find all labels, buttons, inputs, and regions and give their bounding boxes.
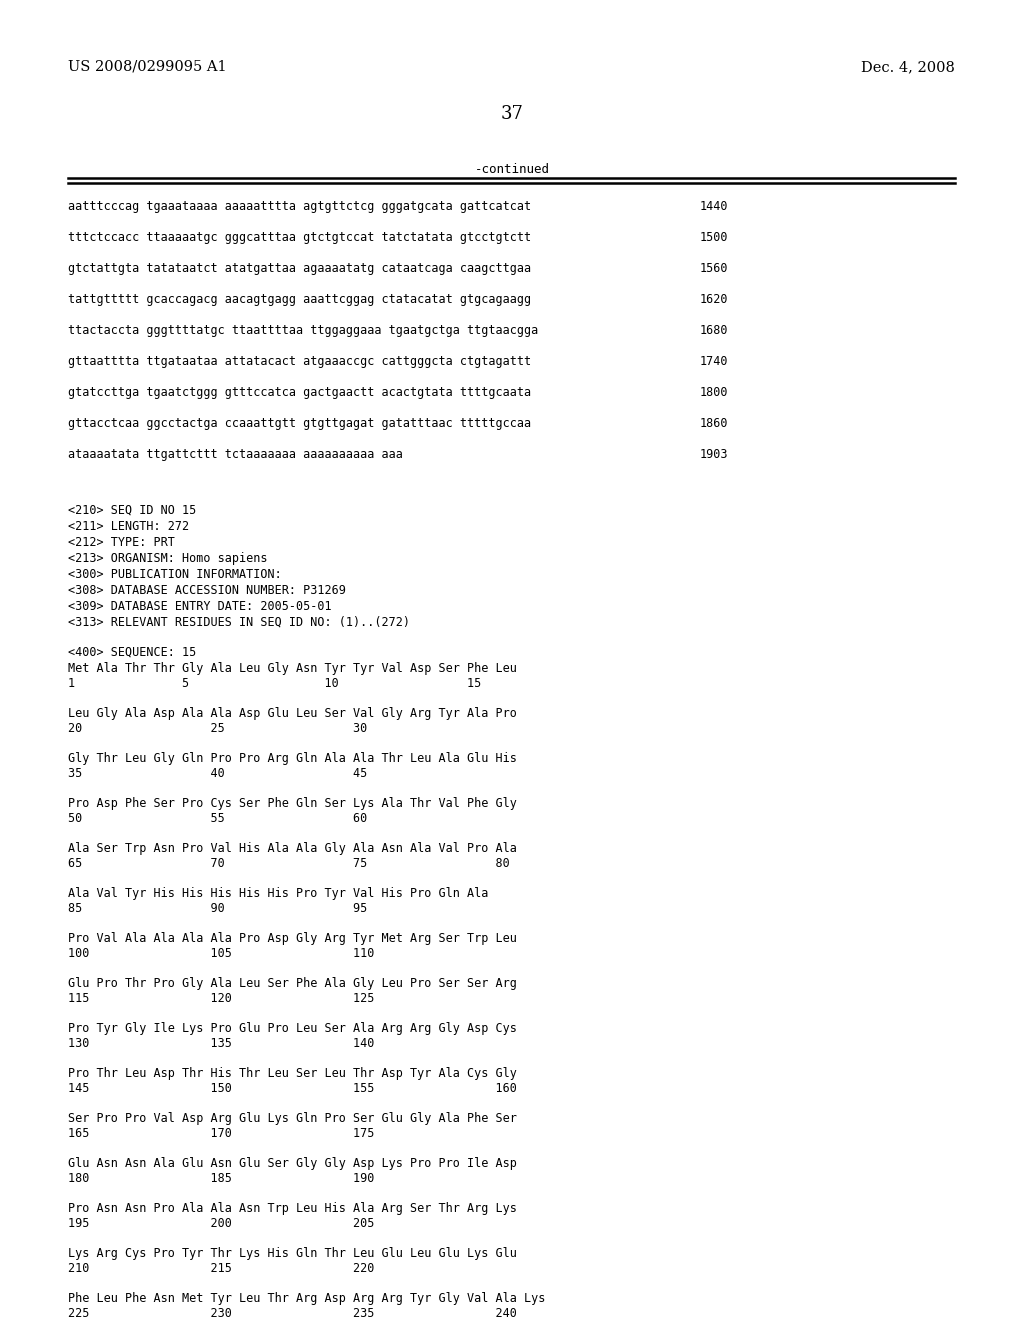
Text: 65                  70                  75                  80: 65 70 75 80	[68, 857, 510, 870]
Text: gttaatttta ttgataataa attatacact atgaaaccgc cattgggcta ctgtagattt: gttaatttta ttgataataa attatacact atgaaac…	[68, 355, 531, 368]
Text: 1903: 1903	[700, 447, 728, 461]
Text: <213> ORGANISM: Homo sapiens: <213> ORGANISM: Homo sapiens	[68, 552, 267, 565]
Text: aatttcccag tgaaataaaa aaaaatttta agtgttctcg gggatgcata gattcatcat: aatttcccag tgaaataaaa aaaaatttta agtgttc…	[68, 201, 531, 213]
Text: 50                  55                  60: 50 55 60	[68, 812, 368, 825]
Text: Glu Pro Thr Pro Gly Ala Leu Ser Phe Ala Gly Leu Pro Ser Ser Arg: Glu Pro Thr Pro Gly Ala Leu Ser Phe Ala …	[68, 977, 517, 990]
Text: 1740: 1740	[700, 355, 728, 368]
Text: US 2008/0299095 A1: US 2008/0299095 A1	[68, 59, 226, 74]
Text: 180                 185                 190: 180 185 190	[68, 1172, 375, 1185]
Text: Gly Thr Leu Gly Gln Pro Pro Arg Gln Ala Ala Thr Leu Ala Glu His: Gly Thr Leu Gly Gln Pro Pro Arg Gln Ala …	[68, 752, 517, 766]
Text: 1500: 1500	[700, 231, 728, 244]
Text: <400> SEQUENCE: 15: <400> SEQUENCE: 15	[68, 645, 197, 659]
Text: Pro Asp Phe Ser Pro Cys Ser Phe Gln Ser Lys Ala Thr Val Phe Gly: Pro Asp Phe Ser Pro Cys Ser Phe Gln Ser …	[68, 797, 517, 810]
Text: 1560: 1560	[700, 261, 728, 275]
Text: <313> RELEVANT RESIDUES IN SEQ ID NO: (1)..(272): <313> RELEVANT RESIDUES IN SEQ ID NO: (1…	[68, 616, 410, 630]
Text: 20                  25                  30: 20 25 30	[68, 722, 368, 735]
Text: <212> TYPE: PRT: <212> TYPE: PRT	[68, 536, 175, 549]
Text: Ala Val Tyr His His His His His Pro Tyr Val His Pro Gln Ala: Ala Val Tyr His His His His His Pro Tyr …	[68, 887, 488, 900]
Text: 225                 230                 235                 240: 225 230 235 240	[68, 1307, 517, 1320]
Text: Pro Asn Asn Pro Ala Ala Asn Trp Leu His Ala Arg Ser Thr Arg Lys: Pro Asn Asn Pro Ala Ala Asn Trp Leu His …	[68, 1203, 517, 1214]
Text: gtatccttga tgaatctggg gtttccatca gactgaactt acactgtata ttttgcaata: gtatccttga tgaatctggg gtttccatca gactgaa…	[68, 385, 531, 399]
Text: 1440: 1440	[700, 201, 728, 213]
Text: <300> PUBLICATION INFORMATION:: <300> PUBLICATION INFORMATION:	[68, 568, 282, 581]
Text: 130                 135                 140: 130 135 140	[68, 1038, 375, 1049]
Text: <309> DATABASE ENTRY DATE: 2005-05-01: <309> DATABASE ENTRY DATE: 2005-05-01	[68, 601, 332, 612]
Text: Lys Arg Cys Pro Tyr Thr Lys His Gln Thr Leu Glu Leu Glu Lys Glu: Lys Arg Cys Pro Tyr Thr Lys His Gln Thr …	[68, 1247, 517, 1261]
Text: Leu Gly Ala Asp Ala Ala Asp Glu Leu Ser Val Gly Arg Tyr Ala Pro: Leu Gly Ala Asp Ala Ala Asp Glu Leu Ser …	[68, 708, 517, 719]
Text: gttacctcaa ggcctactga ccaaattgtt gtgttgagat gatatttaac tttttgccaa: gttacctcaa ggcctactga ccaaattgtt gtgttga…	[68, 417, 531, 430]
Text: 195                 200                 205: 195 200 205	[68, 1217, 375, 1230]
Text: Ser Pro Pro Val Asp Arg Glu Lys Gln Pro Ser Glu Gly Ala Phe Ser: Ser Pro Pro Val Asp Arg Glu Lys Gln Pro …	[68, 1111, 517, 1125]
Text: <211> LENGTH: 272: <211> LENGTH: 272	[68, 520, 189, 533]
Text: <308> DATABASE ACCESSION NUMBER: P31269: <308> DATABASE ACCESSION NUMBER: P31269	[68, 583, 346, 597]
Text: Glu Asn Asn Ala Glu Asn Glu Ser Gly Gly Asp Lys Pro Pro Ile Asp: Glu Asn Asn Ala Glu Asn Glu Ser Gly Gly …	[68, 1158, 517, 1170]
Text: Pro Val Ala Ala Ala Ala Pro Asp Gly Arg Tyr Met Arg Ser Trp Leu: Pro Val Ala Ala Ala Ala Pro Asp Gly Arg …	[68, 932, 517, 945]
Text: 1800: 1800	[700, 385, 728, 399]
Text: 1               5                   10                  15: 1 5 10 15	[68, 677, 481, 690]
Text: -continued: -continued	[474, 162, 550, 176]
Text: 1860: 1860	[700, 417, 728, 430]
Text: ttactaccta gggttttatgc ttaattttaa ttggaggaaa tgaatgctga ttgtaacgga: ttactaccta gggttttatgc ttaattttaa ttggag…	[68, 323, 539, 337]
Text: 210                 215                 220: 210 215 220	[68, 1262, 375, 1275]
Text: 37: 37	[501, 106, 523, 123]
Text: ataaaatata ttgattcttt tctaaaaaaa aaaaaaaaaa aaa: ataaaatata ttgattcttt tctaaaaaaa aaaaaaa…	[68, 447, 402, 461]
Text: tttctccacc ttaaaaatgc gggcatttaa gtctgtccat tatctatata gtcctgtctt: tttctccacc ttaaaaatgc gggcatttaa gtctgtc…	[68, 231, 531, 244]
Text: 85                  90                  95: 85 90 95	[68, 902, 368, 915]
Text: 1680: 1680	[700, 323, 728, 337]
Text: 1620: 1620	[700, 293, 728, 306]
Text: Pro Tyr Gly Ile Lys Pro Glu Pro Leu Ser Ala Arg Arg Gly Asp Cys: Pro Tyr Gly Ile Lys Pro Glu Pro Leu Ser …	[68, 1022, 517, 1035]
Text: 165                 170                 175: 165 170 175	[68, 1127, 375, 1140]
Text: gtctattgta tatataatct atatgattaa agaaaatatg cataatcaga caagcttgaa: gtctattgta tatataatct atatgattaa agaaaat…	[68, 261, 531, 275]
Text: 115                 120                 125: 115 120 125	[68, 993, 375, 1005]
Text: Pro Thr Leu Asp Thr His Thr Leu Ser Leu Thr Asp Tyr Ala Cys Gly: Pro Thr Leu Asp Thr His Thr Leu Ser Leu …	[68, 1067, 517, 1080]
Text: <210> SEQ ID NO 15: <210> SEQ ID NO 15	[68, 504, 197, 517]
Text: tattgttttt gcaccagacg aacagtgagg aaattcggag ctatacatat gtgcagaagg: tattgttttt gcaccagacg aacagtgagg aaattcg…	[68, 293, 531, 306]
Text: 100                 105                 110: 100 105 110	[68, 946, 375, 960]
Text: Phe Leu Phe Asn Met Tyr Leu Thr Arg Asp Arg Arg Tyr Gly Val Ala Lys: Phe Leu Phe Asn Met Tyr Leu Thr Arg Asp …	[68, 1292, 546, 1305]
Text: Dec. 4, 2008: Dec. 4, 2008	[861, 59, 955, 74]
Text: 35                  40                  45: 35 40 45	[68, 767, 368, 780]
Text: 145                 150                 155                 160: 145 150 155 160	[68, 1082, 517, 1096]
Text: Met Ala Thr Thr Gly Ala Leu Gly Asn Tyr Tyr Val Asp Ser Phe Leu: Met Ala Thr Thr Gly Ala Leu Gly Asn Tyr …	[68, 663, 517, 675]
Text: Ala Ser Trp Asn Pro Val His Ala Ala Gly Ala Asn Ala Val Pro Ala: Ala Ser Trp Asn Pro Val His Ala Ala Gly …	[68, 842, 517, 855]
